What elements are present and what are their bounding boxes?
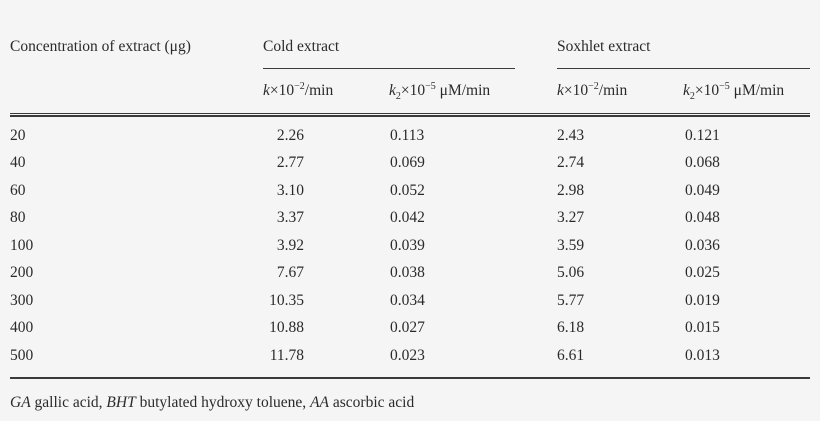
cell-cold-k2: 0.039 <box>390 237 425 254</box>
cell-cold-k: 2.26 <box>276 127 304 144</box>
cell-cold-k2: 0.113 <box>390 127 425 144</box>
spanner-rule-soxhlet <box>557 68 810 69</box>
cell-cold-k: 10.88 <box>269 319 304 336</box>
cell-soxhlet-k2: 0.019 <box>685 292 720 309</box>
footnote-abbr-ga: GA <box>10 394 31 411</box>
cell-cold-k: 3.92 <box>276 237 304 254</box>
cell-cold-k2: 0.023 <box>390 347 425 364</box>
cell-soxhlet-k2: 0.068 <box>685 154 720 171</box>
cell-concentration: 60 <box>10 182 26 199</box>
cell-soxhlet-k: 2.98 <box>557 182 585 199</box>
header-soxhlet-k: k×10−2/min <box>557 81 628 99</box>
cell-cold-k2: 0.038 <box>390 264 425 281</box>
header-group-soxhlet: Soxhlet extract <box>557 38 651 55</box>
footnote-abbr-aa: AA <box>310 394 329 411</box>
cell-concentration: 40 <box>10 154 26 171</box>
cell-cold-k2: 0.034 <box>390 292 425 309</box>
cell-soxhlet-k: 2.43 <box>557 127 585 144</box>
cell-cold-k2: 0.042 <box>390 209 425 226</box>
cell-soxhlet-k2: 0.049 <box>685 182 720 199</box>
cell-cold-k2: 0.027 <box>390 319 425 336</box>
header-group-cold: Cold extract <box>263 38 340 55</box>
cell-cold-k2: 0.069 <box>390 154 425 171</box>
cell-soxhlet-k2: 0.015 <box>685 319 720 336</box>
cell-cold-k: 2.77 <box>276 154 304 171</box>
table-row: 80 3.37 0.042 3.27 0.048 <box>0 209 820 236</box>
cell-soxhlet-k2: 0.013 <box>685 347 720 364</box>
table-row: 40 2.77 0.069 2.74 0.068 <box>0 154 820 181</box>
cell-concentration: 500 <box>10 347 34 364</box>
header-cold-k: k×10−2/min <box>263 81 334 99</box>
cell-soxhlet-k: 3.59 <box>557 237 585 254</box>
table-row: 20 2.26 0.113 2.43 0.121 <box>0 127 820 154</box>
table-row: 300 10.35 0.034 5.77 0.019 <box>0 292 820 319</box>
cell-soxhlet-k2: 0.025 <box>685 264 720 281</box>
cell-concentration: 80 <box>10 209 26 226</box>
table-bottom-rule <box>10 377 810 379</box>
table-footnote: GA gallic acid, BHT butylated hydroxy to… <box>10 394 415 411</box>
cell-soxhlet-k2: 0.048 <box>685 209 720 226</box>
table-row: 60 3.10 0.052 2.98 0.049 <box>0 182 820 209</box>
header-rule-bottom <box>10 115 810 117</box>
spanner-rule-cold <box>263 68 515 69</box>
cell-cold-k: 3.10 <box>276 182 304 199</box>
cell-soxhlet-k: 6.61 <box>557 347 585 364</box>
cell-concentration: 20 <box>10 127 26 144</box>
header-soxhlet-k2: k2×10−5 μM/min <box>683 81 785 102</box>
cell-soxhlet-k: 5.06 <box>557 264 585 281</box>
cell-concentration: 400 <box>10 319 34 336</box>
table-row: 100 3.92 0.039 3.59 0.036 <box>0 237 820 264</box>
table-row: 400 10.88 0.027 6.18 0.015 <box>0 319 820 346</box>
cell-cold-k: 3.37 <box>276 209 304 226</box>
cell-cold-k: 11.78 <box>269 347 304 364</box>
cell-soxhlet-k: 2.74 <box>557 154 585 171</box>
table-row: 500 11.78 0.023 6.61 0.013 <box>0 347 820 374</box>
header-cold-k2: k2×10−5 μM/min <box>389 81 491 102</box>
cell-soxhlet-k: 5.77 <box>557 292 585 309</box>
cell-soxhlet-k2: 0.036 <box>685 237 720 254</box>
table-row: 200 7.67 0.038 5.06 0.025 <box>0 264 820 291</box>
cell-concentration: 100 <box>10 237 34 254</box>
header-concentration: Concentration of extract (μg) <box>10 38 191 55</box>
cell-soxhlet-k: 6.18 <box>557 319 585 336</box>
header-rule-top <box>10 113 810 114</box>
cell-cold-k2: 0.052 <box>390 182 425 199</box>
cell-cold-k: 10.35 <box>269 292 304 309</box>
cell-soxhlet-k2: 0.121 <box>685 127 720 144</box>
footnote-abbr-bht: BHT <box>106 394 136 411</box>
cell-concentration: 300 <box>10 292 34 309</box>
cell-soxhlet-k: 3.27 <box>557 209 585 226</box>
cell-cold-k: 7.67 <box>276 264 304 281</box>
cell-concentration: 200 <box>10 264 34 281</box>
